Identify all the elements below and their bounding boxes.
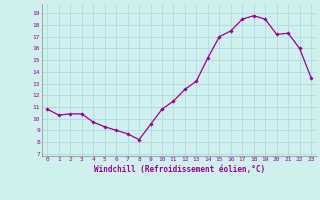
X-axis label: Windchill (Refroidissement éolien,°C): Windchill (Refroidissement éolien,°C) (94, 165, 265, 174)
